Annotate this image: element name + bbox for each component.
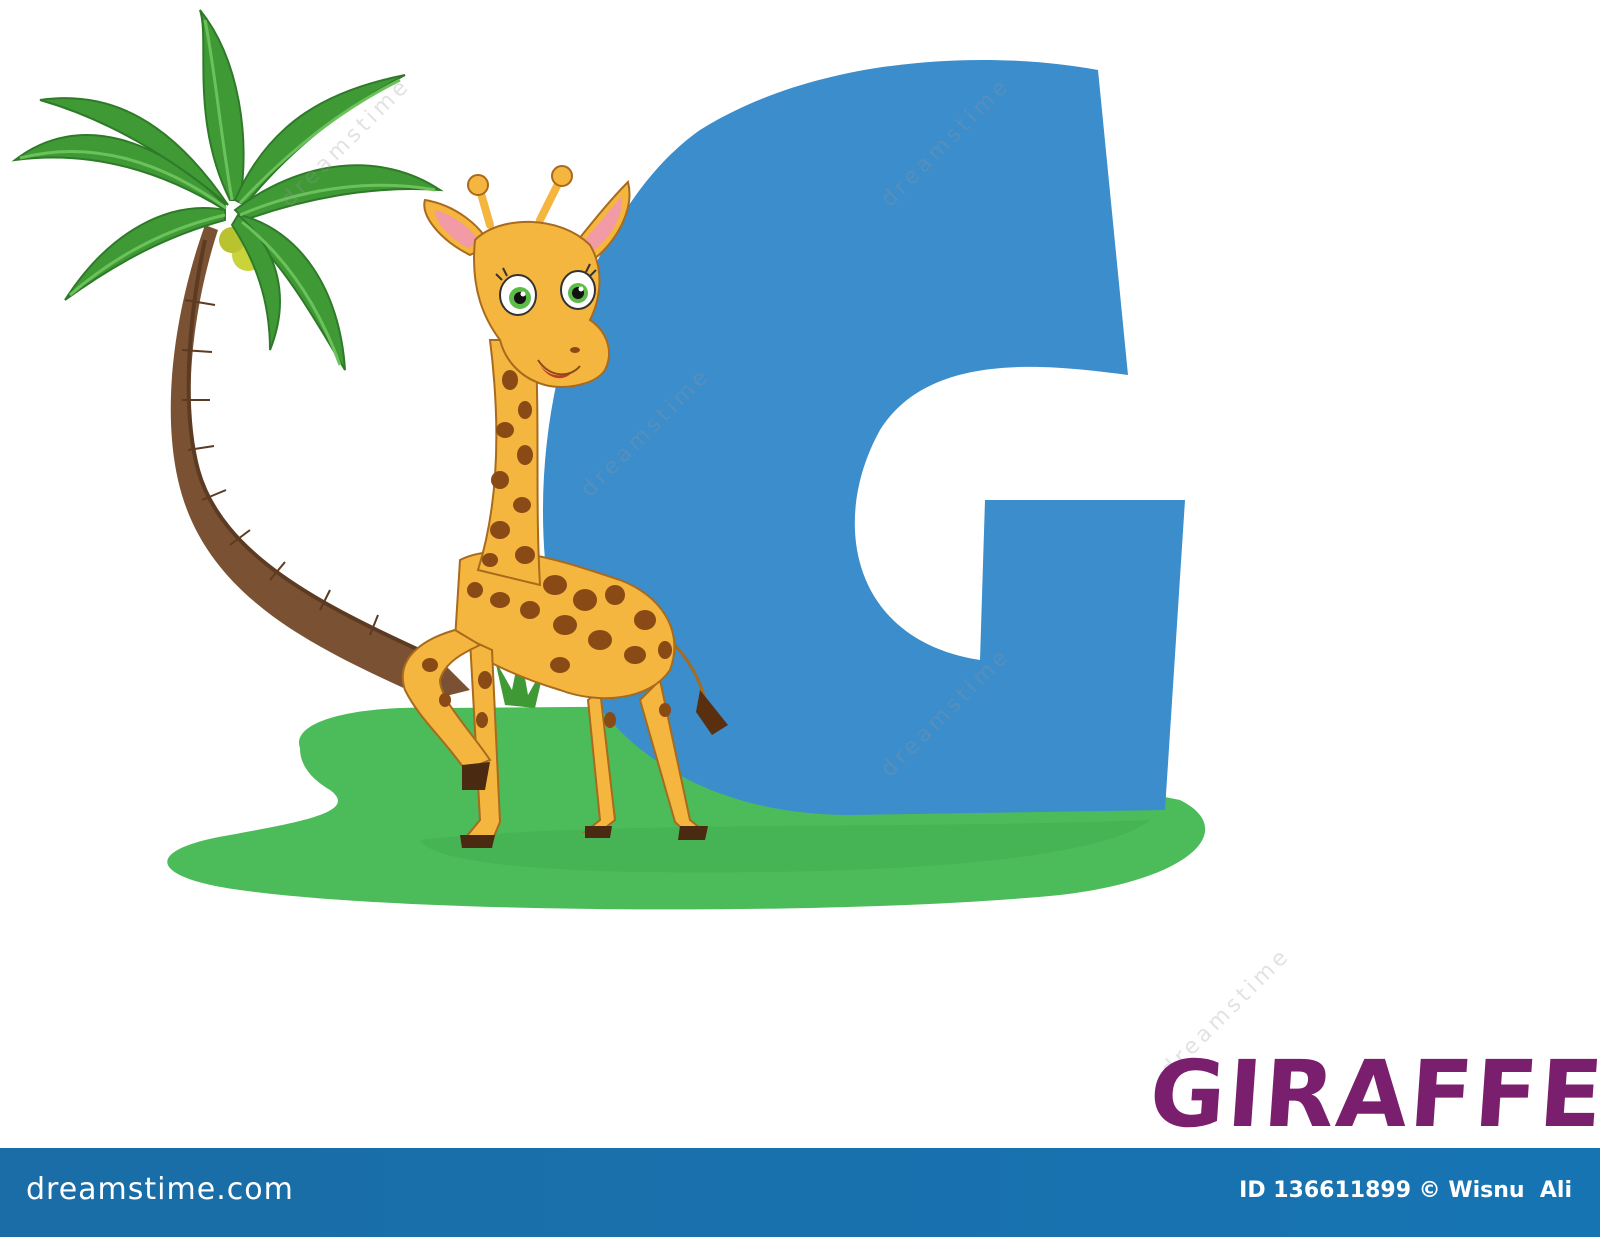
footer-image-id: ID 136611899 © Wisnu Ali [1239,1178,1572,1203]
palm-leaf-veins [19,19,436,366]
alphabet-illustration [11,9,1206,910]
palm-trunk-rings [181,299,379,636]
animal-word-label: GIRAFFE [1146,1041,1600,1148]
palm-trunk [170,225,470,700]
grass-tuft [495,650,545,708]
giraffe [401,165,728,848]
stock-footer-bar: dreamstime.com ID 136611899 © Wisnu Ali [0,1148,1600,1237]
footer-brand: dreamstime.com [26,1172,294,1207]
letter-g-shape [542,59,1185,815]
palm-trunk-shade [186,239,431,657]
palm-leaves [11,9,444,371]
